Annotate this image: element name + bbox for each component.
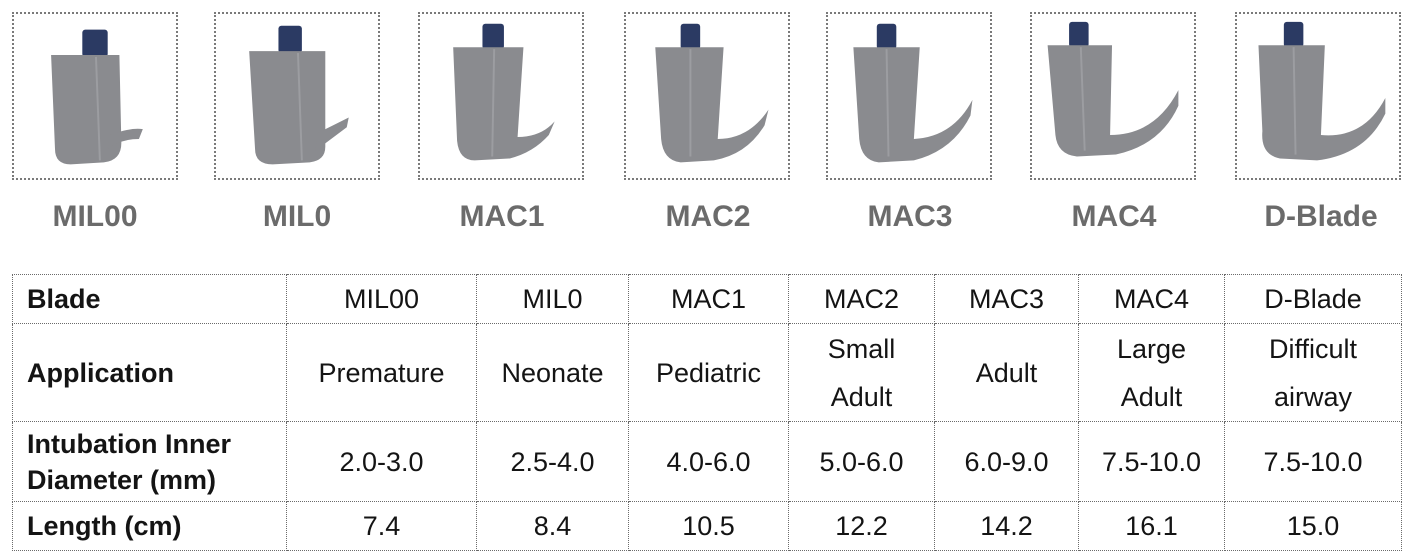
table-cell: 7.5-10.0 [1078,421,1225,502]
blade-handle-shape [249,51,326,165]
table-cell: 5.0-6.0 [788,421,935,502]
cell-line: airway [1273,381,1353,412]
row-header-line: Intubation Inner [27,428,231,459]
table-cell: 7.4 [286,501,477,551]
row-header-tube-diameter: Intubation Inner Diameter (mm) [12,421,287,502]
blade-handle-shape [51,55,122,165]
blade-image-mac2 [624,12,790,180]
table-row-blade: Blade MIL00 MIL0 MAC1 MAC2 MAC3 MAC4 D-B… [12,274,1402,324]
table-cell: 4.0-6.0 [628,421,789,502]
cell-line: Difficult [1268,333,1358,364]
blade-body-shape [1258,45,1386,161]
blade-name-label: MAC3 [867,200,953,233]
table-cell: 10.5 [628,501,789,551]
table-cell: MAC3 [934,274,1079,324]
row-header-line: Diameter (mm) [27,464,217,495]
cell-line: Small [827,333,896,364]
blade-body-shape [453,47,555,161]
blade-name-label: MIL00 [52,200,138,233]
table-cell: Premature [286,323,477,422]
table-cell: 16.1 [1078,501,1225,551]
table-cell: D-Blade [1224,274,1402,324]
table-cell: 12.2 [788,501,935,551]
blade-cap-icon [1069,21,1089,48]
cell-line: Neonate [501,357,604,388]
blade-image-mac4 [1030,12,1196,180]
table-row-application: Application Premature Neonate Pediatric … [12,323,1402,422]
table-cell: MAC1 [628,274,789,324]
blade-image-mil0 [214,12,380,180]
blade-mac3-illustration [853,23,973,163]
blade-cap-icon [82,29,108,57]
blade-image-mac3 [826,12,992,180]
blade-mil00-illustration [51,29,143,165]
blade-body-shape [655,47,769,163]
blade-name-label: MAC2 [665,200,751,233]
blade-name-label: MIL0 [262,200,332,233]
table-cell: 6.0-9.0 [934,421,1079,502]
blade-d-blade-illustration [1258,21,1386,161]
table-cell: MAC4 [1078,274,1225,324]
blade-cap-icon [278,25,302,54]
blade-mac2-illustration [655,23,769,163]
table-row-tube-diameter: Intubation Inner Diameter (mm) 2.0-3.0 2.… [12,421,1402,502]
table-cell: Pediatric [628,323,789,422]
blade-body-shape [853,47,973,163]
blade-mac4-illustration [1047,21,1179,157]
row-header-length: Length (cm) [12,501,287,551]
blade-body-shape [1047,45,1179,157]
table-cell: MAC2 [788,274,935,324]
blade-image-d-blade [1235,12,1401,180]
table-cell: 8.4 [476,501,629,551]
blade-tip-shape [107,128,143,149]
cell-line: Adult [1120,381,1183,412]
blade-spec-table: Blade MIL00 MIL0 MAC1 MAC2 MAC3 MAC4 D-B… [12,274,1402,551]
blade-image-mac1 [418,12,584,180]
cell-line: Adult [830,381,893,412]
table-cell: 15.0 [1224,501,1402,551]
blade-cap-icon [1283,21,1304,48]
blade-name-label: MAC4 [1071,200,1157,233]
table-cell: 14.2 [934,501,1079,551]
blade-image-mil00 [12,12,178,180]
table-cell: Large Adult [1078,323,1225,422]
cell-line: Adult [975,357,1038,388]
table-cell: 2.0-3.0 [286,421,477,502]
table-cell: Neonate [476,323,629,422]
row-header-blade: Blade [12,274,287,324]
blade-name-label: D-Blade [1264,200,1378,233]
table-row-length: Length (cm) 7.4 8.4 10.5 12.2 14.2 16.1 … [12,501,1402,551]
table-cell: MIL00 [286,274,477,324]
blade-name-label: MAC1 [459,200,545,233]
cell-line: Pediatric [655,357,762,388]
blade-mil0-illustration [249,25,349,165]
row-header-application: Application [12,323,287,422]
blade-mac1-illustration [453,23,555,161]
blade-cap-icon [482,23,504,50]
blade-tip-shape [315,117,349,151]
table-cell: 2.5-4.0 [476,421,629,502]
table-cell: Adult [934,323,1079,422]
cell-line: Large [1116,333,1187,364]
cell-line: Premature [318,357,445,388]
table-cell: Small Adult [788,323,935,422]
blade-cap-icon [876,23,897,50]
blade-cap-icon [680,23,701,50]
table-cell: Difficult airway [1224,323,1402,422]
table-cell: MIL0 [476,274,629,324]
table-cell: 7.5-10.0 [1224,421,1402,502]
